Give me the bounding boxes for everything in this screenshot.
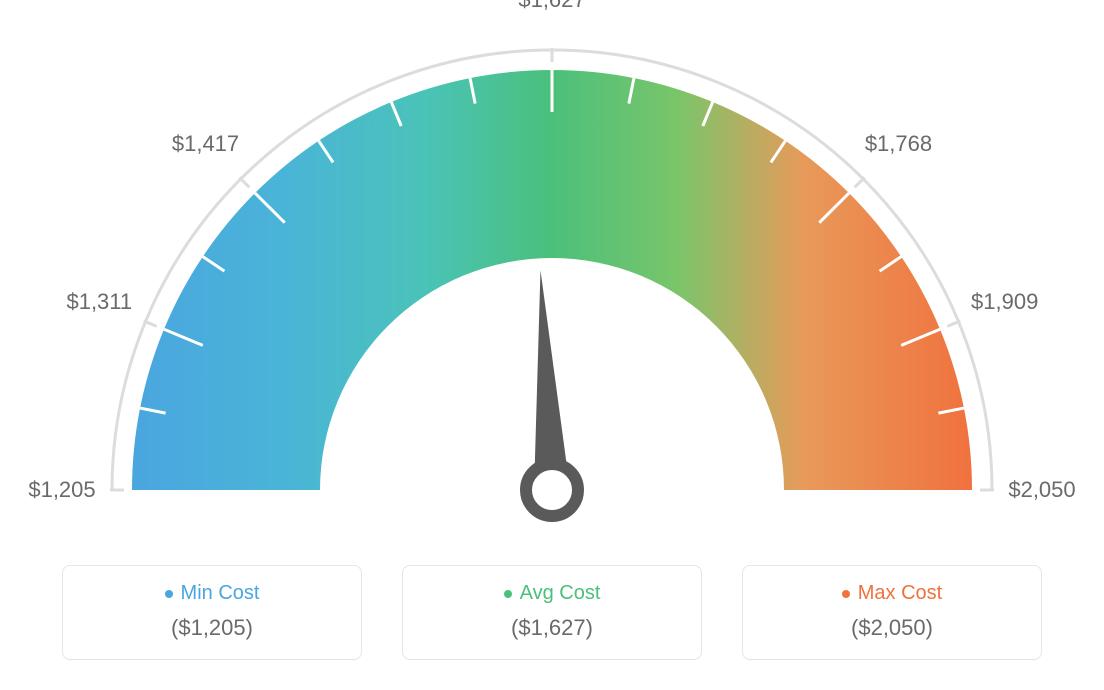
gauge-tick-label: $1,417 (172, 131, 239, 157)
legend-title-text: Max Cost (858, 582, 942, 605)
gauge-scale-tick (855, 177, 865, 187)
legend-value-avg: ($1,627) (403, 615, 701, 641)
legend-title-text: Avg Cost (520, 582, 601, 605)
gauge-needle (534, 270, 570, 491)
gauge-scale-tick (239, 177, 249, 187)
gauge-svg (0, 0, 1104, 540)
cost-gauge-chart: $1,205 $1,311 $1,417 $1,627 $1,768 $1,909 $2,0… (0, 0, 1104, 690)
legend-card-max: Max Cost ($2,050) (742, 565, 1042, 660)
legend-title-text: Min Cost (181, 582, 260, 605)
legend-value-min: ($1,205) (63, 615, 361, 641)
gauge-tick-label: $1,909 (971, 289, 1038, 315)
legend-title-avg: Avg Cost (403, 582, 701, 605)
legend-card-min: Min Cost ($1,205) (62, 565, 362, 660)
gauge-area: $1,205 $1,311 $1,417 $1,627 $1,768 $1,909 $2,0… (0, 0, 1104, 540)
bullet-icon (842, 590, 850, 598)
gauge-tick-label: $1,311 (66, 289, 132, 315)
gauge-tick-label: $1,768 (865, 131, 932, 157)
gauge-tick-label: $2,050 (1008, 477, 1075, 503)
legend-value-max: ($2,050) (743, 615, 1041, 641)
gauge-hub (526, 464, 578, 516)
legend-title-max: Max Cost (743, 582, 1041, 605)
gauge-tick-label: $1,627 (518, 0, 585, 13)
legend-title-min: Min Cost (63, 582, 361, 605)
bullet-icon (165, 590, 173, 598)
legend-card-avg: Avg Cost ($1,627) (402, 565, 702, 660)
bullet-icon (504, 590, 512, 598)
gauge-tick-label: $1,205 (28, 477, 95, 503)
legend-row: Min Cost ($1,205) Avg Cost ($1,627) Max … (62, 565, 1042, 660)
